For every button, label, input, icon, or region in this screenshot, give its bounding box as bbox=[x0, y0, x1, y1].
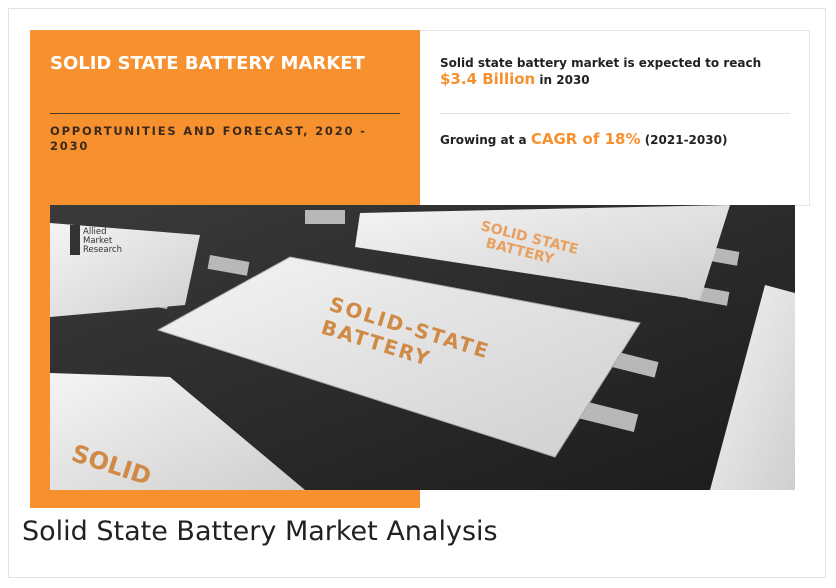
fact-text: Solid state battery market is expected t… bbox=[440, 56, 761, 70]
fact-text: Growing at a bbox=[440, 133, 527, 147]
fact-text: (2021-2030) bbox=[645, 133, 728, 147]
title: SOLID STATE BATTERY MARKET bbox=[50, 52, 380, 75]
subtitle: OPPORTUNITIES AND FORECAST, 2020 - 2030 bbox=[50, 124, 405, 154]
divider bbox=[440, 113, 790, 114]
page: {"header": {"title": "SOLID STATE BATTER… bbox=[0, 0, 836, 588]
fact-highlight: $3.4 Billion bbox=[440, 70, 535, 88]
fact-text: in 2030 bbox=[539, 73, 589, 87]
caption: Solid State Battery Market Analysis bbox=[22, 516, 498, 547]
fact: Solid state battery market is expected t… bbox=[440, 55, 780, 88]
fact-highlight: CAGR of 18% bbox=[531, 130, 641, 148]
logo-text: Research bbox=[83, 245, 122, 255]
divider bbox=[50, 113, 400, 114]
fact: Growing at a CAGR of 18% (2021-2030) bbox=[440, 131, 780, 148]
battery-photo: Allied Market Research SOLID STATE BATTE… bbox=[50, 205, 795, 490]
